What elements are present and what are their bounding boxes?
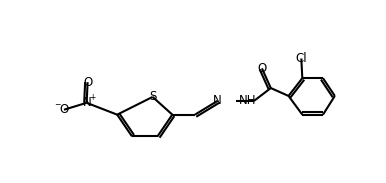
Text: Cl: Cl (296, 52, 307, 65)
Text: O: O (59, 103, 69, 116)
Text: N: N (83, 96, 92, 109)
Text: NH: NH (239, 94, 256, 107)
Text: −: − (54, 100, 60, 109)
Text: N: N (213, 94, 222, 107)
Text: O: O (83, 76, 92, 89)
Text: O: O (257, 62, 267, 75)
Text: S: S (149, 90, 156, 103)
Text: +: + (90, 93, 96, 102)
